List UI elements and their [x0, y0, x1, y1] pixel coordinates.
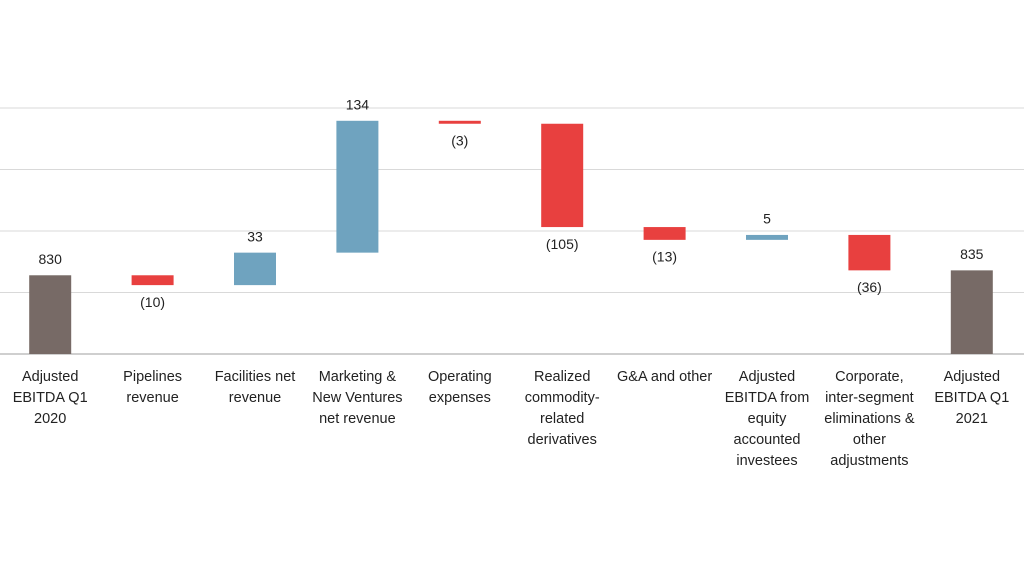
bar [848, 234, 891, 271]
x-tick-label: Adjusted EBITDA Q1 2020 [12, 369, 88, 427]
data-label: 134 [346, 96, 370, 112]
data-label: 5 [763, 211, 771, 227]
data-label: (3) [451, 132, 468, 148]
x-tick-label: Pipelines revenue [123, 369, 183, 406]
x-tick-label: Marketing & New Ventures net revenue [312, 369, 403, 427]
bar [131, 275, 174, 286]
data-label: (36) [857, 279, 882, 295]
bar [950, 270, 993, 354]
bar [643, 227, 686, 240]
bar [541, 123, 584, 228]
data-label: 830 [39, 251, 63, 267]
data-label: (13) [652, 249, 677, 265]
bar [29, 275, 72, 354]
x-tick-label: Facilities net revenue [214, 369, 296, 406]
bar [438, 120, 481, 124]
x-tick-label: Operating expenses [427, 369, 492, 406]
data-label: (10) [140, 294, 165, 310]
data-label: 33 [247, 228, 263, 244]
data-label: 835 [960, 246, 984, 262]
bar [336, 120, 379, 253]
bar [746, 234, 788, 240]
x-tick-label: Adjusted EBITDA from equity accounted in… [724, 369, 810, 469]
bar [234, 252, 276, 286]
x-tick-label: G&A and other [617, 369, 713, 385]
x-tick-label: Adjusted EBITDA Q1 2021 [934, 369, 1010, 427]
data-label: (105) [546, 236, 579, 252]
x-tick-label: Realized commodity-related derivatives [524, 369, 600, 448]
x-tick-label: Corporate, inter-segment eliminations & … [824, 369, 915, 469]
